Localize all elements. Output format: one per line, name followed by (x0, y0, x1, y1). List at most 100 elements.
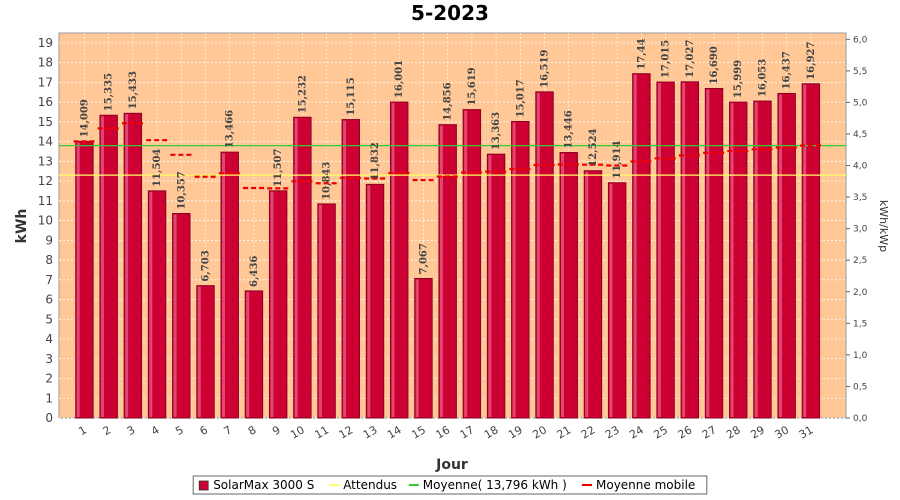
data-label: 11,832 (370, 142, 381, 180)
data-label: 16,927 (806, 41, 817, 79)
y2-tick-label: 4,0 (853, 162, 868, 172)
data-label: 13,466 (225, 110, 236, 148)
y-tick-label: 10 (38, 214, 53, 228)
y-tick-label: 5 (45, 312, 53, 326)
x-tick-label: 1 (76, 423, 89, 438)
y-tick-label: 14 (38, 135, 53, 149)
data-label: 11,504 (152, 149, 163, 187)
legend-swatch (198, 480, 209, 491)
bar-highlight (149, 191, 153, 417)
x-tick-label: 9 (270, 423, 283, 438)
bar-highlight (730, 103, 734, 417)
data-label: 15,115 (346, 77, 357, 115)
bar-highlight (682, 82, 686, 417)
y2-tick-label: 5,0 (853, 98, 868, 108)
chart-title: 5-2023 (411, 1, 489, 25)
bar-highlight (76, 142, 80, 417)
x-tick-label: 15 (409, 423, 428, 441)
y-tick-label: 15 (38, 115, 53, 129)
y-tick-label: 13 (38, 154, 53, 168)
bar-highlight (318, 204, 322, 417)
data-label: 6,703 (201, 250, 212, 281)
bar-highlight (294, 118, 298, 418)
y-tick-label: 3 (45, 352, 53, 366)
x-tick-label: 14 (385, 423, 404, 441)
x-tick-label: 13 (361, 423, 380, 441)
bar (486, 153, 506, 419)
data-label: 15,999 (733, 60, 744, 98)
y-tick-label: 18 (38, 56, 53, 70)
y2-tick-label: 5,5 (853, 67, 867, 77)
y2-tick-label: 3,5 (853, 193, 867, 203)
moving-average (73, 122, 822, 190)
data-label: 16,437 (782, 51, 793, 89)
data-label: 13,363 (491, 112, 502, 150)
y-tick-label: 19 (38, 36, 53, 50)
bar-highlight (657, 83, 661, 418)
bar (147, 190, 167, 419)
x-tick-label: 3 (125, 423, 138, 438)
data-label: 15,232 (297, 75, 308, 113)
reference-lines (59, 145, 846, 176)
data-label: 11,914 (612, 140, 623, 178)
x-axis-ticks: 1 2 3 4 5 6 7 8 9 10 11 12 13 14 15 16 17 18 19 20 21 22 23 24 2… (76, 423, 815, 441)
x-tick-label: 12 (337, 423, 356, 441)
bar-highlight (778, 94, 782, 418)
bar (365, 183, 385, 419)
data-label: 16,053 (757, 59, 768, 97)
y2-axis-ticks: 0,0 0,5 1,0 1,5 2,0 2,5 3,0 3,5 4,0 4,5 5,0 5,5 6,0 (846, 35, 868, 424)
bar-highlight (488, 155, 492, 417)
bar-highlight (803, 84, 807, 417)
data-labels: 14,009 15,335 15,433 11,504 10,357 6,703 13,46… (79, 38, 816, 287)
data-label: 7,067 (418, 243, 429, 274)
bar-highlight (585, 171, 589, 417)
y2-tick-label: 0,0 (853, 414, 868, 424)
bar (99, 114, 118, 419)
data-label: 12,524 (588, 128, 599, 166)
x-tick-label: 6 (197, 423, 210, 438)
data-label: 17,44 (636, 38, 647, 69)
bar-highlight (754, 102, 758, 417)
data-label: 17,015 (661, 40, 672, 78)
y-tick-label: 1 (45, 391, 53, 405)
y-tick-label: 0 (45, 411, 53, 425)
bar (511, 121, 530, 419)
legend-entry: Moyenne mobile (596, 478, 695, 492)
y2-tick-label: 2,5 (853, 256, 867, 266)
bar (317, 203, 336, 419)
data-label: 10,843 (322, 162, 333, 200)
bar-highlight (100, 116, 104, 417)
data-label: 14,009 (79, 99, 90, 137)
x-tick-label: 18 (482, 423, 501, 441)
x-tick-label: 31 (797, 423, 816, 441)
data-label: 13,446 (564, 110, 575, 148)
y-tick-label: 12 (38, 174, 53, 188)
y2-tick-label: 2,0 (853, 288, 868, 298)
legend-entry: Attendus (343, 478, 397, 492)
y-tick-label: 7 (45, 273, 53, 287)
bar (632, 73, 651, 419)
x-tick-label: 25 (651, 423, 670, 441)
bar (172, 213, 191, 419)
data-label: 14,856 (443, 82, 454, 120)
bar (535, 91, 554, 419)
y-tick-label: 2 (45, 372, 53, 386)
bar (196, 285, 215, 419)
bar-highlight (464, 110, 468, 417)
y-tick-label: 6 (45, 293, 53, 307)
bar-highlight (125, 114, 129, 417)
legend-entry: Moyenne( 13,796 kWh ) (423, 478, 567, 492)
bar (123, 112, 143, 419)
y2-tick-label: 6,0 (853, 35, 868, 45)
bar-highlight (512, 122, 516, 418)
data-label: 15,619 (467, 67, 478, 105)
data-label: 16,001 (394, 60, 405, 98)
bar (438, 124, 457, 419)
bar (462, 109, 482, 419)
bar-highlight (633, 74, 637, 418)
x-tick-label: 11 (312, 423, 331, 441)
data-label: 15,335 (104, 73, 115, 111)
data-label: 11,507 (273, 148, 284, 186)
